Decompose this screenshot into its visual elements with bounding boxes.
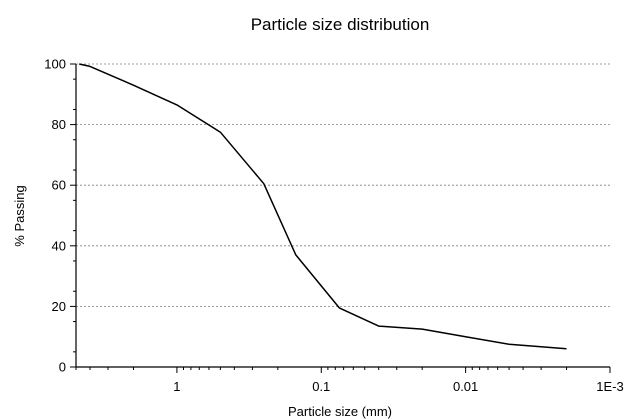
x-axis-label: Particle size (mm): [288, 404, 392, 419]
series-line-0: [79, 63, 567, 350]
y-tick-label-40: 40: [52, 238, 66, 253]
y-axis-label: % Passing: [12, 185, 27, 246]
y-tick-label-100: 100: [44, 57, 66, 72]
y-tick-label-80: 80: [52, 117, 66, 132]
x-tick-label-2: 0.01: [453, 379, 478, 394]
x-tick-label-3: 1E-3: [596, 379, 623, 394]
y-tick-label-60: 60: [52, 178, 66, 193]
y-tick-label-20: 20: [52, 299, 66, 314]
y-tick-label-0: 0: [59, 360, 66, 375]
series-layer: [79, 63, 567, 350]
x-tick-label-0: 1: [173, 379, 180, 394]
grid-layer: [76, 63, 610, 307]
axes-layer: 0 20 40 60 80 100 1 0.1 0.01 1E-3: [44, 57, 623, 395]
chart-title: Particle size distribution: [251, 15, 430, 34]
x-tick-label-1: 0.1: [312, 379, 330, 394]
